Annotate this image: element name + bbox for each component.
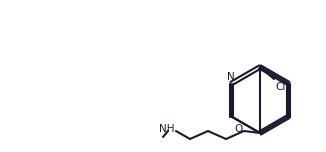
- Text: Cl: Cl: [275, 82, 285, 92]
- Text: N: N: [227, 73, 234, 83]
- Text: NH: NH: [159, 124, 175, 134]
- Text: O: O: [235, 124, 243, 134]
